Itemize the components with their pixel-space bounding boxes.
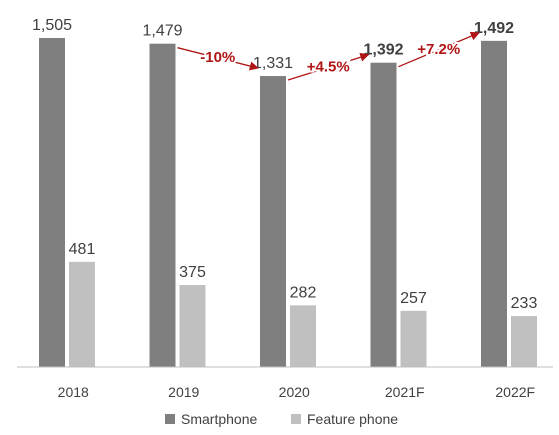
growth-arrows-layer: -10% +4.5% +7.2% (177, 31, 480, 81)
feature-phone-bar-2021f (400, 310, 427, 367)
x-tick-labels: 2018 2019 2020 2021F 2022F (58, 384, 535, 400)
smartphone-value-label-2021f: 1,392 (363, 42, 403, 59)
smartphone-bar-2022f (481, 40, 507, 368)
feature-phone-bar-2020 (290, 305, 316, 367)
smartphone-value-label-2020: 1,331 (253, 55, 293, 72)
value-labels-layer: 1,505 481 1,479 375 1,331 282 1,392 257 1,492 233 (32, 17, 537, 312)
feature-phone-bar-2022f (511, 316, 537, 367)
x-tick-label-2020: 2020 (279, 384, 310, 400)
feature-phone-legend-swatch (291, 414, 301, 424)
feature-phone-value-label-2020: 282 (290, 284, 317, 301)
growth-label-1: -10% (200, 49, 235, 66)
smartphone-bar-2020 (260, 76, 286, 368)
smartphone-bar-2021f (370, 62, 397, 367)
feature-phone-bar-2019 (179, 285, 206, 367)
growth-arrow-3 (398, 31, 480, 68)
legend: Smartphone Feature phone (165, 411, 398, 427)
bars-layer (39, 38, 537, 368)
feature-phone-legend-label: Feature phone (307, 411, 398, 427)
growth-label-2: +4.5% (307, 58, 350, 75)
x-tick-label-2022f: 2022F (495, 384, 535, 400)
x-tick-label-2018: 2018 (58, 384, 89, 400)
growth-arrow-1 (177, 47, 259, 71)
feature-phone-value-label-2019: 375 (179, 264, 206, 281)
smartphone-bar-2018 (39, 38, 65, 367)
feature-phone-value-label-2021f: 257 (400, 290, 427, 307)
smartphone-value-label-2018: 1,505 (32, 17, 72, 34)
smartphone-value-label-2019: 1,479 (142, 23, 182, 40)
feature-phone-bar-2018 (69, 261, 95, 367)
growth-label-3: +7.2% (417, 41, 460, 58)
feature-phone-value-label-2018: 481 (69, 241, 96, 258)
smartphone-bar-2019 (149, 43, 176, 368)
x-tick-label-2019: 2019 (168, 384, 199, 400)
smartphone-value-label-2022f: 1,492 (474, 20, 514, 37)
smartphone-legend-label: Smartphone (181, 411, 257, 427)
growth-arrow-2 (287, 52, 370, 81)
feature-phone-value-label-2022f: 233 (511, 295, 538, 312)
smartphone-legend-swatch (165, 414, 175, 424)
x-tick-label-2021f: 2021F (385, 384, 425, 400)
